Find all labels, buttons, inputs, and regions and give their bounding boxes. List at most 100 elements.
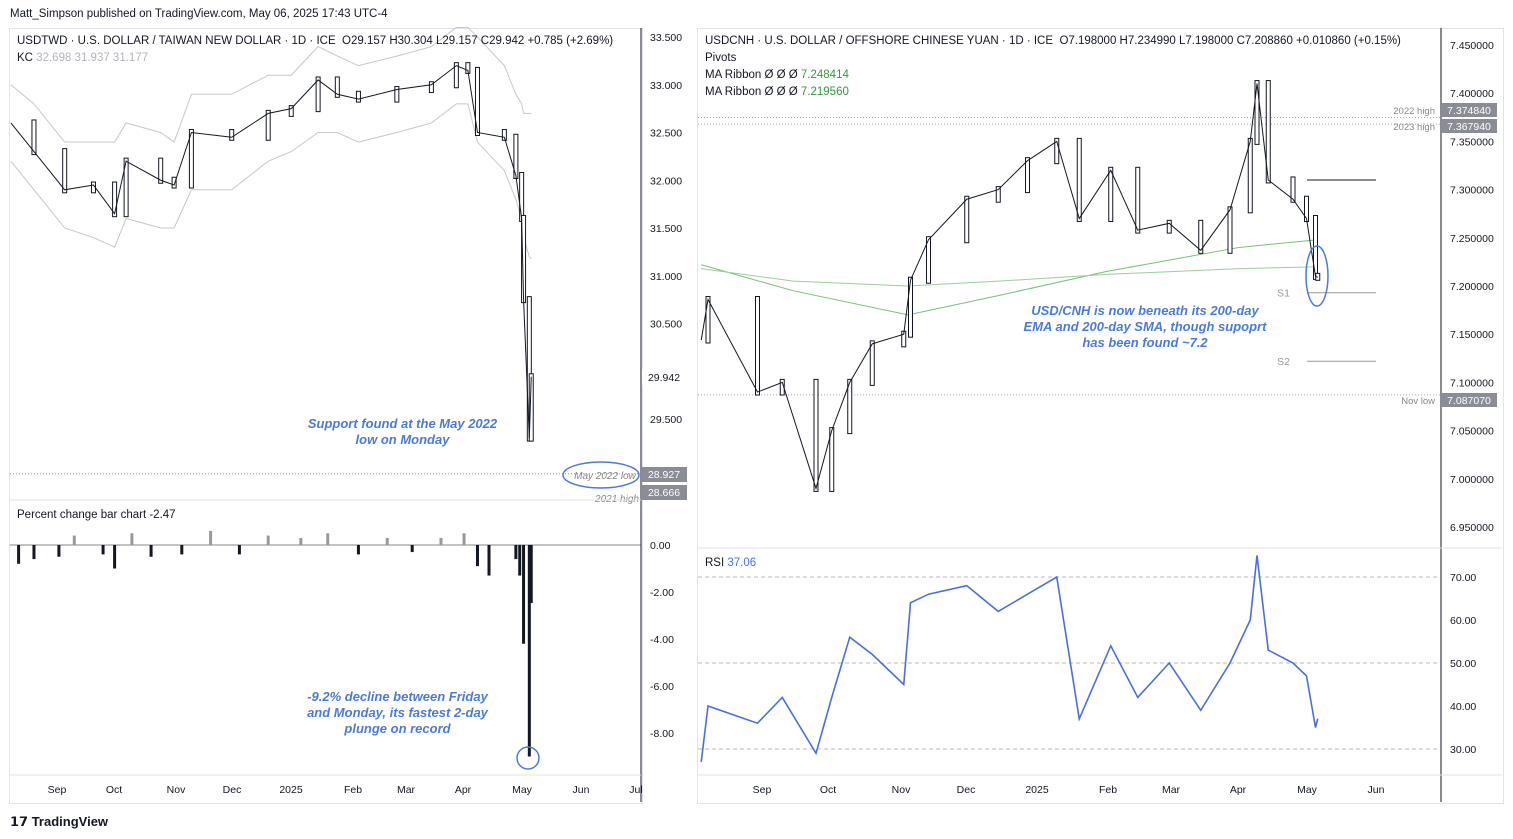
ma2-label[interactable]: MA Ribbon Ø Ø Ø (705, 86, 798, 98)
highlight-ellipse-cnh (1305, 245, 1329, 307)
annotation-cnh: USD/CNH is now beneath its 200-day EMA a… (1023, 303, 1267, 350)
annotation-support: Support found at the May 2022 low on Mon… (307, 416, 498, 447)
candle (428, 81, 434, 94)
tradingview-logo[interactable]: 𝟭𝟳 TradingView (10, 814, 108, 830)
right-symbol[interactable]: USDCNH · U.S. DOLLAR / OFFSHORE CHINESE … (705, 35, 1054, 47)
right-legend: USDCNH · U.S. DOLLAR / OFFSHORE CHINESE … (705, 35, 1401, 47)
right-x-tick: Feb (1099, 784, 1117, 796)
pivot-label: S1 (1277, 288, 1290, 300)
candle (62, 148, 68, 194)
pct-value: -2.47 (149, 509, 176, 521)
right-y-tick: 7.150000 (1450, 329, 1494, 341)
left-x-tick: 2025 (279, 784, 303, 796)
right-pane (697, 28, 1504, 804)
candle (229, 129, 235, 141)
candle (1198, 219, 1204, 254)
left-x-tick: Oct (106, 784, 122, 796)
pct-bar (462, 533, 466, 545)
level-tag: 7.367940 (1447, 121, 1491, 133)
candle (171, 176, 177, 189)
pct-bar (487, 545, 491, 576)
right-y-tick: 7.400000 (1450, 88, 1494, 100)
pct-bar (130, 533, 134, 545)
level-tag-bg (642, 467, 687, 482)
right-y-tick: 7.050000 (1450, 426, 1494, 438)
pct-bar (385, 537, 389, 545)
candle (355, 90, 361, 103)
candle (31, 119, 37, 156)
left-pane (9, 28, 643, 804)
pct-legend: Percent change bar chart -2.47 (17, 509, 176, 521)
candle (705, 295, 711, 344)
logo-text: TradingView (31, 814, 109, 829)
pct-bar (410, 545, 414, 553)
kc-label[interactable]: KC (17, 52, 33, 64)
pct-y-tick: -8.00 (650, 728, 674, 740)
level-tag-28927: 28.927 (648, 469, 680, 481)
candle (453, 62, 459, 89)
candle (1265, 80, 1271, 184)
sma200-line (701, 266, 1318, 287)
left-x-tick: Dec (223, 784, 242, 796)
ma1-value: 7.248414 (800, 69, 849, 81)
right-x-tick: Jun (1368, 784, 1385, 796)
rsi-value: 37.06 (727, 557, 757, 569)
rsi-line (700, 555, 1319, 762)
candle (813, 378, 819, 492)
pct-bar (356, 545, 360, 555)
left-ohlc: O29.157 H30.304 L29.157 C29.942 +0.785 (… (342, 35, 614, 47)
rsi-y-tick: 30.00 (1450, 744, 1476, 756)
left-legend: USDTWD · U.S. DOLLAR / TAIWAN NEW DOLLAR… (17, 35, 613, 47)
usdcnh-price-line (700, 83, 1318, 491)
level-tag: 7.087070 (1447, 395, 1491, 407)
pct-label[interactable]: Percent change bar chart (17, 509, 147, 521)
pct-bar (101, 545, 105, 555)
ma1-label[interactable]: MA Ribbon Ø Ø Ø (705, 69, 798, 81)
right-x-tick: Apr (1230, 784, 1247, 796)
candle (1254, 80, 1260, 145)
ma-ribbon-1: MA Ribbon Ø Ø Ø 7.248414 (705, 69, 849, 81)
ma-ribbon-2: MA Ribbon Ø Ø Ø 7.219560 (705, 86, 849, 98)
level-label: 2022 high (1393, 106, 1435, 117)
candle (755, 295, 760, 396)
pct-bar (72, 535, 76, 545)
kc-upper-band (10, 26, 532, 143)
left-y-tick: 31.500 (650, 223, 682, 235)
left-y-tick: 32.000 (650, 175, 682, 187)
left-x-tick: May (512, 784, 533, 796)
level-tag-bg (1442, 119, 1497, 133)
highlight-ellipse (562, 461, 640, 489)
right-y-tick: 7.200000 (1450, 281, 1494, 293)
kc-lower-band (10, 103, 532, 260)
pivots-label[interactable]: Pivots (705, 52, 737, 64)
pct-bar (475, 545, 479, 567)
candle (1108, 166, 1114, 223)
rsi-y-tick: 60.00 (1450, 615, 1476, 627)
level-tag2-bg (642, 485, 687, 500)
rsi-label[interactable]: RSI (705, 557, 725, 569)
candle (1290, 176, 1296, 203)
candle (995, 186, 1001, 203)
level-label: Nov low (1401, 396, 1435, 407)
level-label: 2023 high (1393, 122, 1435, 133)
candle (474, 66, 480, 136)
annotation-decline: -9.2% decline between Friday and Monday,… (307, 689, 488, 736)
pct-bar (237, 545, 241, 555)
left-x-tick: Mar (397, 784, 416, 796)
candle (847, 378, 853, 435)
left-y-tick: 33.500 (650, 32, 682, 44)
left-x-tick: Jun (573, 784, 590, 796)
candle (829, 427, 835, 492)
right-y-tick: 7.450000 (1450, 40, 1494, 52)
right-x-tick: Nov (892, 784, 911, 796)
pct-bar (113, 545, 117, 569)
left-y-tick: 30.500 (650, 319, 682, 331)
left-symbol[interactable]: USDTWD · U.S. DOLLAR / TAIWAN NEW DOLLAR… (17, 35, 336, 47)
candle (1227, 206, 1233, 254)
candle (315, 76, 321, 113)
price-tag-bg (642, 368, 687, 385)
left-y-tick: 31.000 (650, 271, 682, 283)
candle (188, 129, 194, 189)
candle (265, 109, 271, 141)
